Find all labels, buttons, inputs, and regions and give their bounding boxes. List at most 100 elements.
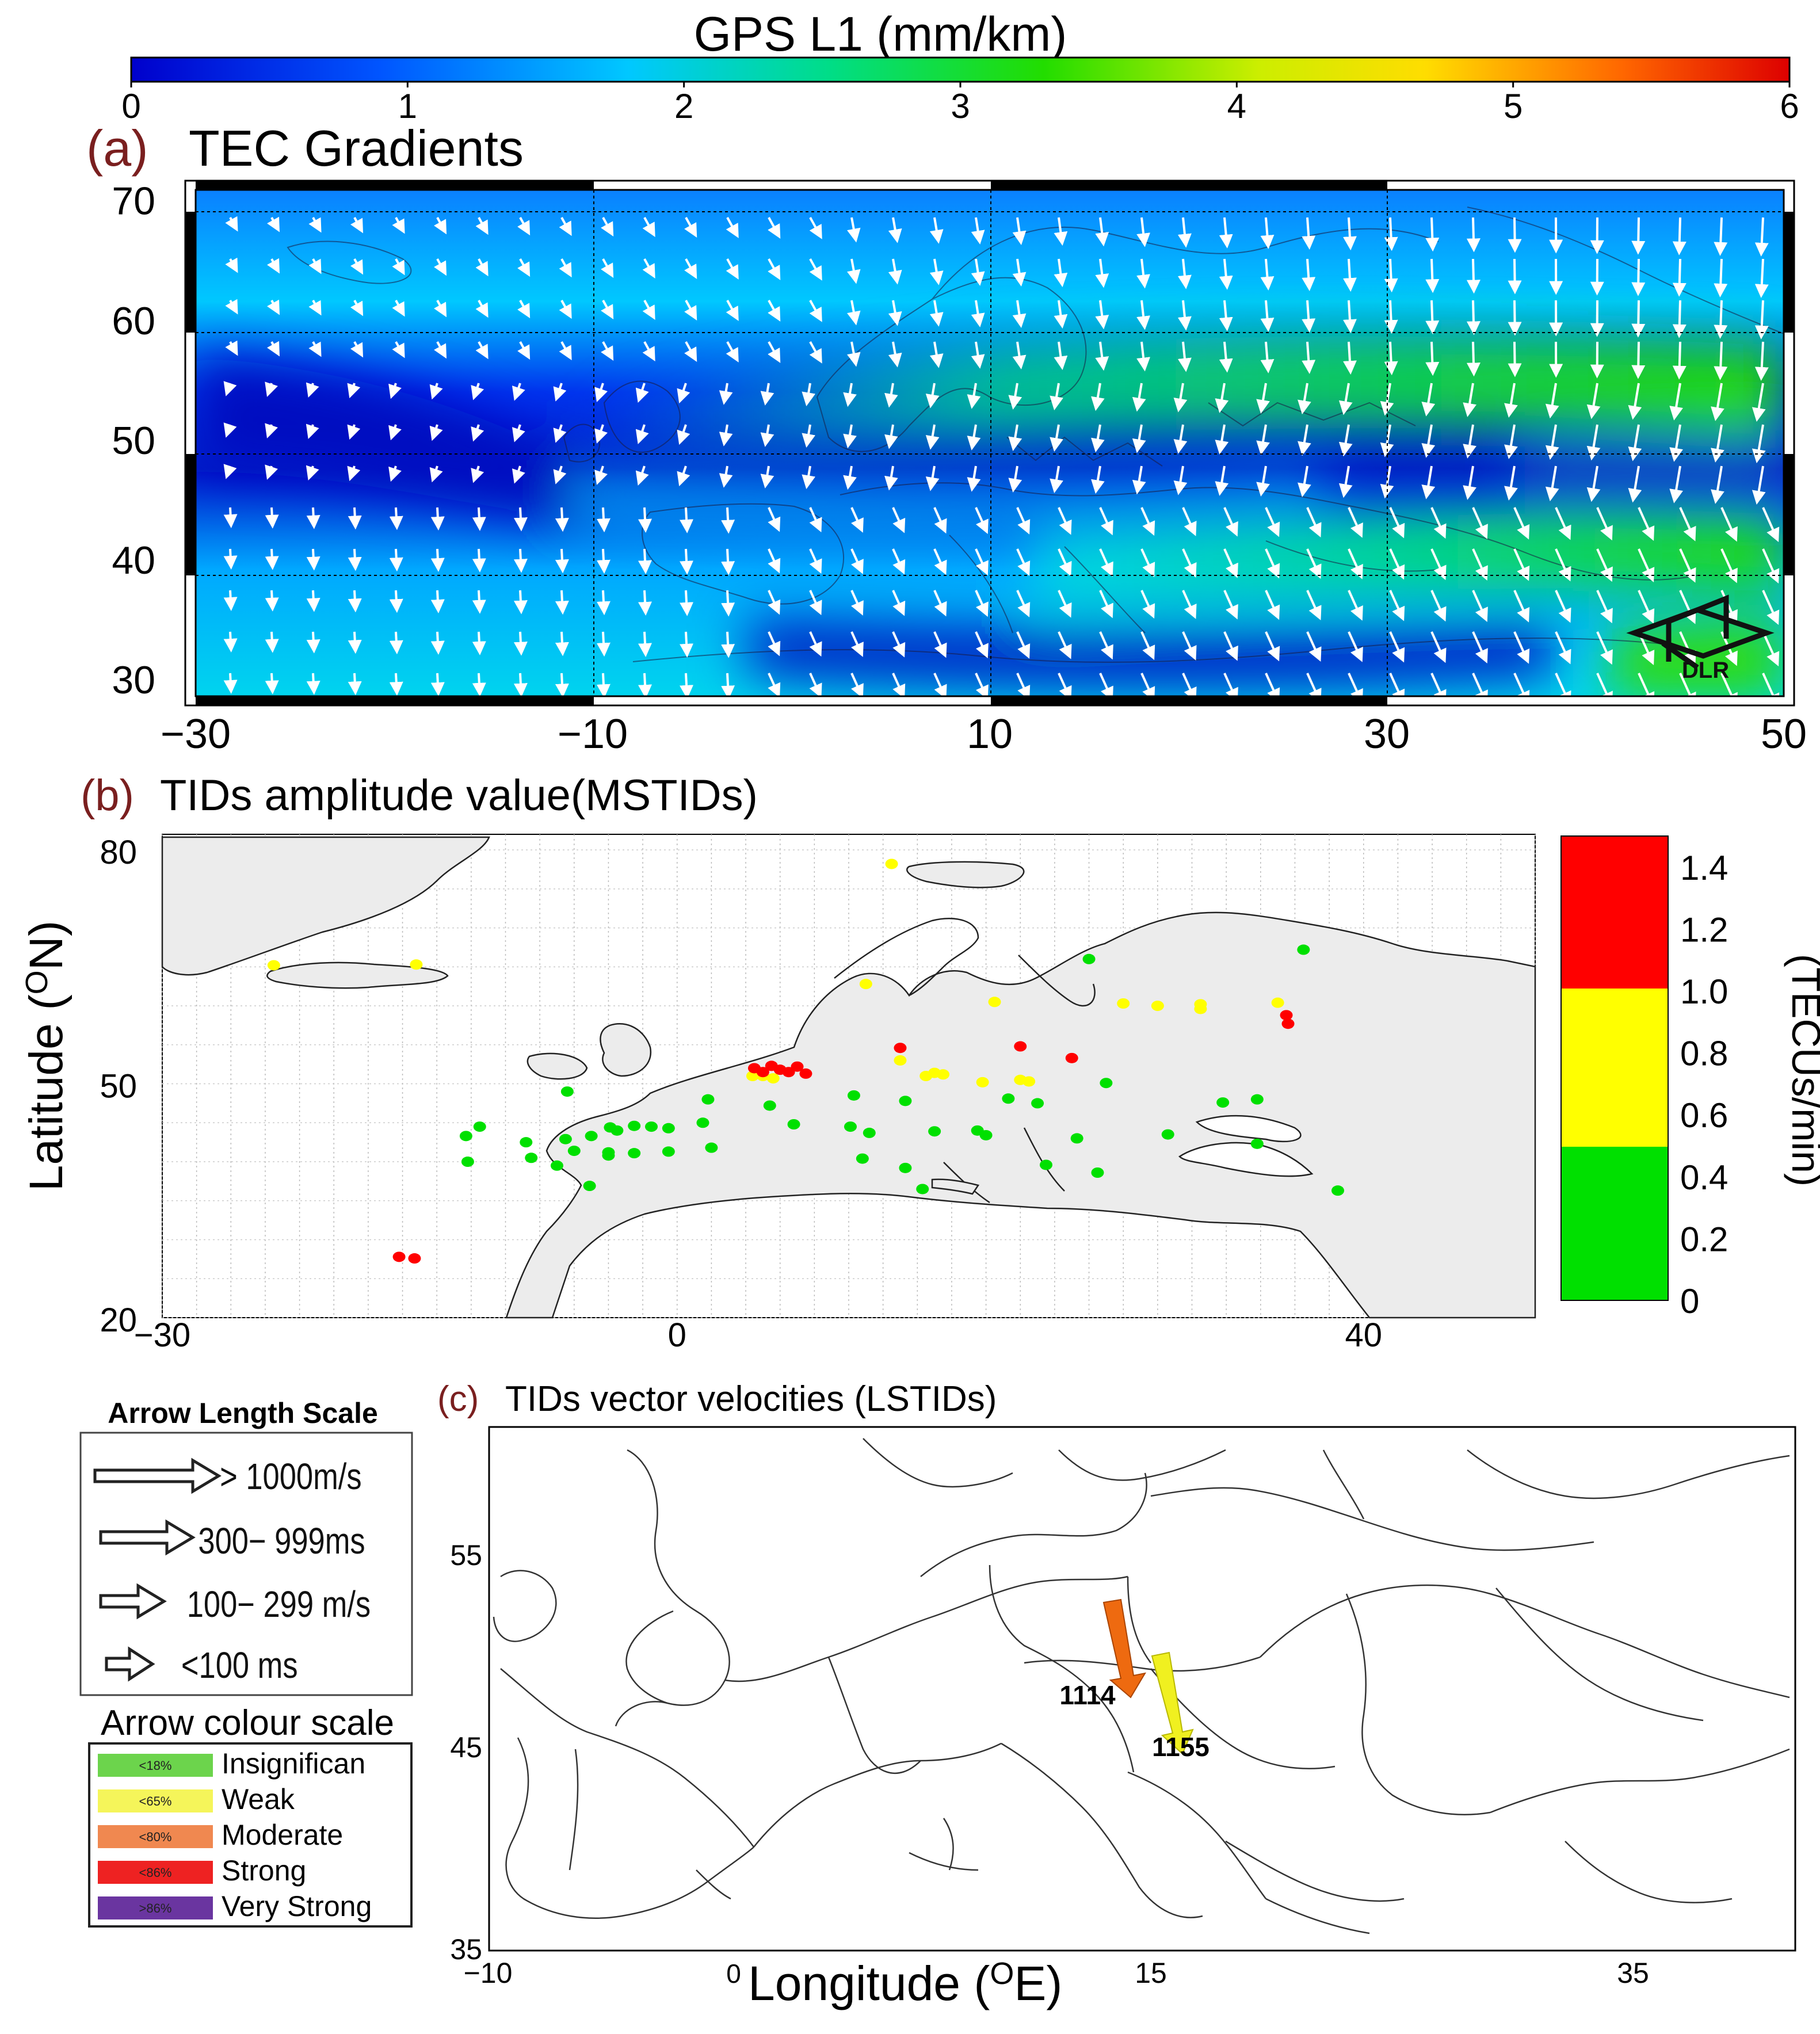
gradient-arrow — [225, 216, 238, 232]
panel-a-frame — [184, 180, 1795, 707]
gradient-arrow — [1338, 383, 1353, 415]
arrow-length-icon-xl — [93, 1457, 222, 1494]
gradient-arrow — [1215, 424, 1229, 455]
gradient-arrow — [1265, 631, 1280, 662]
station-green — [856, 1153, 869, 1164]
gradient-arrow — [1223, 590, 1238, 620]
station-green — [928, 1126, 941, 1137]
colorbar-red-segment — [1561, 836, 1668, 989]
gradient-arrow — [1173, 424, 1188, 454]
gradient-arrow — [975, 507, 989, 535]
panel-a-y-tick-50: 50 — [112, 419, 155, 463]
gradient-arrow — [1679, 548, 1696, 583]
gradient-arrow — [1504, 465, 1518, 501]
gradient-arrow — [1384, 341, 1398, 376]
gradient-arrow — [596, 673, 611, 696]
gradient-arrow — [1508, 300, 1522, 336]
gradient-arrow — [635, 383, 649, 403]
gradient-arrow — [1132, 424, 1146, 453]
gradient-arrow — [225, 299, 238, 315]
gradient-arrow — [1586, 465, 1601, 502]
station-red — [756, 1067, 769, 1078]
station-green — [628, 1148, 641, 1159]
panel-b: (b) TIDs amplitude value(MSTIDs) 805020 … — [20, 771, 1820, 1354]
gradient-arrow — [348, 673, 362, 696]
gradient-arrow — [638, 590, 652, 616]
gradient-arrow — [1430, 631, 1447, 663]
colour-label-1: Weak — [222, 1783, 295, 1815]
gradient-arrow — [1095, 341, 1109, 371]
gradient-arrow — [223, 507, 238, 528]
gradient-arrow — [1140, 631, 1155, 661]
gradient-arrow — [684, 217, 697, 238]
gradient-arrow — [888, 258, 902, 285]
gradient-arrow — [1513, 507, 1530, 540]
gradient-arrow — [1762, 507, 1780, 543]
station-green — [1039, 1159, 1052, 1170]
gradient-arrow — [388, 465, 402, 482]
gradient-arrow — [1555, 673, 1571, 696]
gradient-arrow — [1177, 217, 1192, 248]
gradient-arrow — [726, 300, 739, 321]
gradient-arrow — [555, 631, 569, 657]
gradient-arrow — [1762, 548, 1780, 584]
gradient-arrow — [843, 383, 857, 407]
gradient-arrow — [1348, 548, 1363, 579]
gradient-arrow — [1215, 383, 1229, 413]
panel-b-land — [161, 836, 1536, 1319]
arrow-length-item-1: > 1000m/s — [220, 1456, 361, 1497]
station-green — [461, 1157, 474, 1167]
gradient-arrow — [721, 590, 735, 617]
panel-b-y-tick-20: 20 — [100, 1302, 137, 1339]
gradient-arrow — [809, 258, 822, 281]
arrow-length-item-4: <100 ms — [181, 1645, 298, 1686]
gradient-arrow — [1754, 341, 1769, 381]
panel-c-y-tick-55: 55 — [450, 1539, 482, 1571]
gradient-arrow — [553, 383, 567, 402]
gradient-arrow — [223, 381, 237, 396]
gradient-arrow — [306, 465, 319, 481]
panel-a-x-ticks: −30 −10 10 30 50 — [161, 711, 1807, 757]
cbar-tick-0.8: 0.8 — [1680, 1035, 1728, 1073]
gradient-arrow — [680, 548, 694, 575]
gradient-arrow — [265, 381, 278, 397]
gradient-arrow — [475, 341, 489, 360]
station-green — [1250, 1138, 1264, 1149]
gradient-arrow — [1302, 217, 1316, 250]
gradient-arrow — [975, 590, 989, 617]
gradient-arrow — [1256, 465, 1270, 497]
gradient-arrow — [721, 673, 735, 696]
colour-swatch-3 — [98, 1861, 213, 1884]
gradient-arrow — [680, 673, 694, 696]
gradient-arrow — [768, 258, 781, 280]
gradient-arrow — [850, 590, 864, 616]
gradient-arrow — [1099, 507, 1113, 536]
station-green — [705, 1142, 718, 1153]
gradient-arrow — [347, 465, 361, 482]
gradient-arrow — [1463, 383, 1476, 417]
panel-c-y-tick-45: 45 — [450, 1731, 482, 1764]
gradient-arrow — [1421, 383, 1436, 417]
station-red — [791, 1061, 804, 1072]
gradient-arrow — [933, 548, 947, 575]
gradient-arrow — [1173, 465, 1188, 495]
gradient-arrow — [434, 258, 447, 276]
gradient-arrow — [1016, 507, 1031, 535]
station-yellow — [1117, 998, 1130, 1009]
arrow-length-legend: Arrow Length Scale > 1000m/s 300− 999ms … — [79, 1397, 413, 1696]
gradient-arrow — [1219, 300, 1233, 331]
gradient-arrow — [1466, 300, 1481, 335]
gradient-arrow — [1672, 300, 1687, 338]
gradient-arrow — [1472, 507, 1488, 540]
gradient-arrow — [388, 424, 402, 441]
gradient-arrow — [846, 341, 861, 367]
gradient-arrow — [642, 217, 655, 238]
station-green — [1331, 1185, 1345, 1196]
gradient-arrow — [884, 465, 898, 491]
panel-b-x-ticks: −30 0 40 — [134, 1316, 1382, 1354]
gradient-arrow — [1140, 590, 1155, 619]
gradient-arrow — [1136, 258, 1151, 289]
gradient-arrow — [348, 590, 362, 613]
station-green — [899, 1162, 912, 1173]
gradient-arrow — [434, 341, 447, 359]
